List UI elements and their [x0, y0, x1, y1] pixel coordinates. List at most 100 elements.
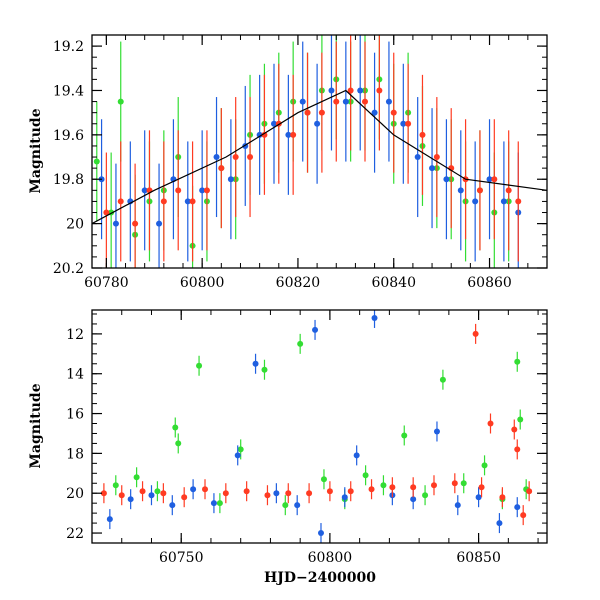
bottom-series-0-point [196, 362, 203, 369]
bottom-series-2-point [118, 492, 125, 499]
top-series-1-point [213, 154, 220, 161]
top-series-1-point [400, 120, 407, 127]
bottom-series-2-point [499, 494, 506, 501]
bottom-series-0-point [422, 492, 429, 499]
bottom-series-0-point [380, 482, 387, 489]
top-series-1-point [141, 187, 148, 194]
top-x-tick-label: 60840 [371, 275, 416, 291]
bottom-series-2-point [410, 484, 417, 491]
top-series-0-point [93, 158, 100, 165]
bottom-series-2-point [389, 484, 396, 491]
top-series-2-point [476, 187, 483, 194]
top-series-1-point [371, 109, 378, 116]
top-series-1-point [472, 198, 479, 205]
top-series-1-point [299, 98, 306, 105]
top-series-2-point [433, 154, 440, 161]
bottom-series-2-point [285, 490, 292, 497]
bottom-series-0-point [112, 482, 119, 489]
bottom-series-2-point [181, 494, 188, 501]
bottom-series-1-point [514, 504, 521, 511]
bottom-series-0-point [154, 488, 161, 495]
bottom-series-2-point [451, 480, 458, 487]
top-y-tick-label: 19.8 [53, 172, 84, 188]
bottom-series-0-point [439, 376, 446, 383]
top-series-1-point [112, 220, 119, 227]
bottom-series-0-point [362, 472, 369, 479]
bottom-series-0-point [514, 358, 521, 365]
bottom-y-axis-title: Magnitude [28, 383, 44, 468]
bottom-series-2-point [222, 490, 229, 497]
top-series-1-point [414, 154, 421, 161]
top-series-1-point [457, 187, 464, 194]
bottom-series-0-point [237, 446, 244, 453]
top-series-0-point [117, 98, 124, 105]
top-series-1-point [443, 176, 450, 183]
bottom-series-1-point [496, 520, 503, 527]
top-series-2-point [376, 87, 383, 94]
bottom-series-1-point [127, 496, 134, 503]
bottom-series-1-point [475, 494, 482, 501]
top-series-2-point [505, 187, 512, 194]
top-model-curve [92, 89, 547, 225]
top-panel: 60780 60800 60820 60840 60860 19.2 19.4 19.6 19.… [28, 34, 548, 291]
bottom-series-2-point [478, 484, 485, 491]
bottom-series-1-point [106, 516, 113, 523]
bottom-series-1-point [317, 530, 324, 537]
top-series-1-point [500, 198, 507, 205]
bottom-series-2-point [139, 488, 146, 495]
bottom-series-0-point [297, 340, 304, 347]
top-series-2-point [189, 198, 196, 205]
top-plot-frame [91, 34, 548, 269]
top-series-2-point [132, 220, 139, 227]
bottom-series-0-point [175, 440, 182, 447]
top-series-2-point [318, 109, 325, 116]
bottom-series-2-point [368, 486, 375, 493]
top-y-tick-label: 20 [66, 217, 84, 233]
top-y-tick-label: 19.6 [53, 128, 84, 144]
bottom-series-2-point [347, 488, 354, 495]
top-y-axis-title: Magnitude [28, 108, 44, 193]
top-series-1-point [271, 120, 277, 127]
top-series-2-point [333, 98, 340, 105]
top-series-1-point [486, 176, 493, 183]
bottom-series-1-point [410, 496, 417, 503]
top-y-tick-label: 19.4 [53, 83, 84, 99]
top-ticks: 60780 60800 60820 60840 60860 19.2 19.4 19.6 19.… [53, 34, 548, 291]
bottom-series-2-point [511, 426, 518, 433]
bottom-ticks: 60750 60800 60850 12 14 16 18 20 22 [66, 310, 547, 566]
top-series-2-point [247, 154, 254, 161]
top-series-1-point [227, 176, 234, 183]
bottom-series-1-point [273, 490, 280, 497]
bottom-plot-frame [91, 309, 548, 544]
top-series-2-point [491, 176, 498, 183]
top-series-1-point [429, 165, 436, 172]
bottom-series-2-point [430, 482, 437, 489]
bottom-series-2-point [472, 330, 479, 337]
bottom-series-2-point [306, 490, 313, 497]
top-series-2-point [515, 198, 522, 205]
bottom-x-tick-label: 60850 [456, 550, 501, 566]
bottom-y-tick-label: 12 [66, 327, 84, 343]
top-series-1-point [328, 87, 335, 94]
top-series-2-point [290, 131, 297, 138]
bottom-series-0-point [216, 500, 223, 507]
bottom-series-1-point [341, 494, 348, 501]
top-series-2-point [117, 198, 124, 205]
bottom-series-1-point [148, 492, 155, 499]
bottom-series-2-point [264, 492, 271, 499]
top-x-tick-label: 60800 [180, 275, 225, 291]
top-series-2-point [304, 109, 311, 116]
bottom-series-2-point [487, 420, 494, 427]
bottom-series-2-point [514, 446, 521, 453]
bottom-y-tick-label: 22 [66, 526, 84, 542]
bottom-series-0-point [517, 416, 524, 423]
top-y-tick-label: 19.2 [53, 39, 84, 55]
top-series-2-point [103, 209, 110, 216]
bottom-x-axis-title: HJD−2400000 [264, 570, 376, 586]
top-series-2-point [175, 187, 182, 194]
bottom-panel: 60750 60800 60850 12 14 16 18 20 22 Magnitude HJ… [28, 309, 548, 586]
bottom-series-0-point [460, 480, 467, 487]
top-x-tick-label: 60780 [84, 275, 129, 291]
top-series-1-point [256, 131, 263, 138]
